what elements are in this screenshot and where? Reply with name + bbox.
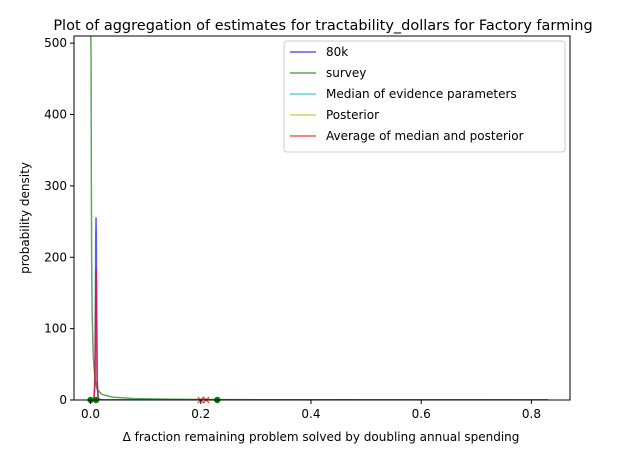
legend-label: survey (326, 66, 366, 80)
legend-label: 80k (326, 45, 348, 59)
y-tick-label: 100 (44, 322, 67, 336)
legend-label: Posterior (326, 108, 379, 122)
y-tick-label: 0 (59, 393, 67, 407)
legend-label: Average of median and posterior (326, 129, 524, 143)
series-line-4 (90, 268, 548, 400)
legend: 80k survey Median of evidence parameters Po… (283, 40, 566, 153)
y-axis-title: probability density (18, 162, 32, 274)
x-tick-label: 0.6 (412, 407, 431, 421)
legend-box (283, 40, 566, 153)
x-tick-label: 0.8 (522, 407, 541, 421)
plot-frame (73, 35, 571, 401)
y-tick-label: 500 (44, 36, 67, 50)
plot-area (73, 35, 571, 404)
x-tick-label: 0.0 (81, 407, 100, 421)
chart-title: Plot of aggregation of estimates for tra… (53, 18, 592, 34)
y-axis: 0 100 200 300 400 500 (44, 36, 74, 407)
series-line-0 (90, 217, 548, 400)
x-axis-title: Δ fraction remaining problem solved by d… (123, 430, 520, 444)
x-tick-label: 0.4 (301, 407, 320, 421)
y-tick-label: 300 (44, 179, 67, 193)
legend-label: Median of evidence parameters (326, 87, 517, 101)
y-tick-label: 400 (44, 108, 67, 122)
x-axis: 0.0 0.2 0.4 0.6 0.8 (81, 400, 541, 421)
x-tick-label: 0.2 (191, 407, 210, 421)
y-tick-label: 200 (44, 250, 67, 264)
